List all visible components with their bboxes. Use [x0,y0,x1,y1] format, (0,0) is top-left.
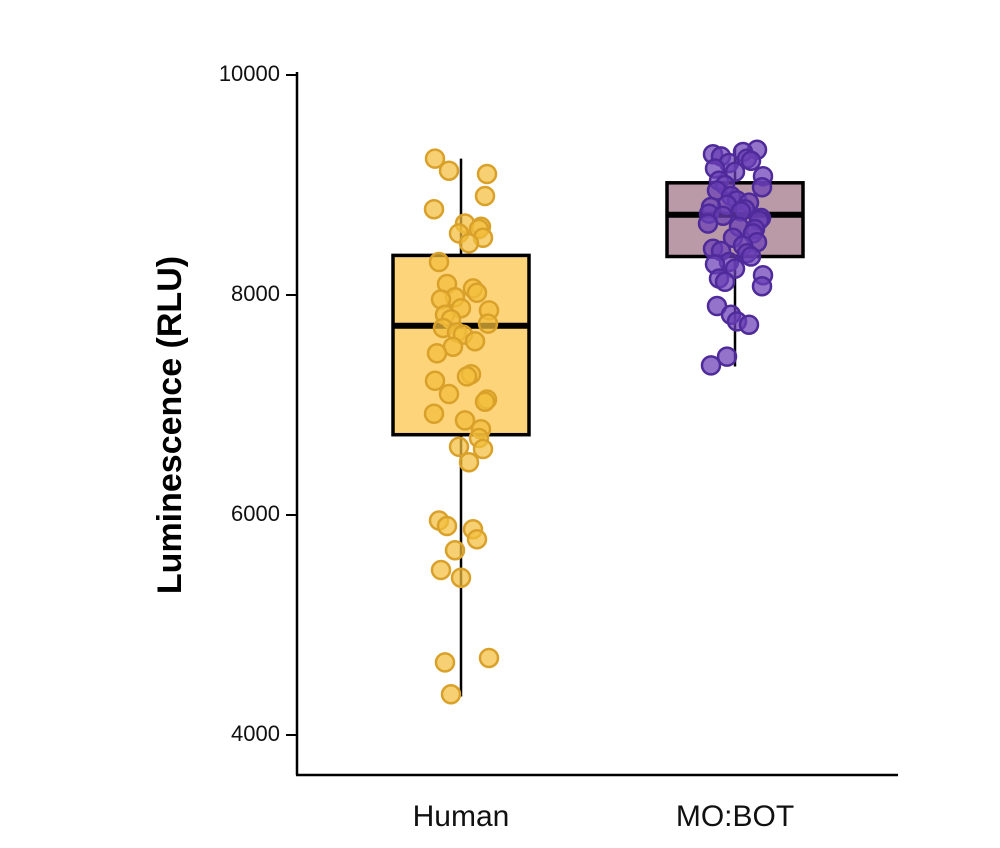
point-mo-bot [740,246,762,267]
y-tick-label-10000: 10000 [219,61,280,86]
point-human [464,330,486,352]
point-human [466,528,488,550]
point-human [438,383,460,405]
point-human [448,436,470,458]
point-human [440,684,462,705]
point-mo-bot [700,355,722,376]
point-human [450,567,472,588]
point-mo-bot [724,161,746,183]
point-mo-bot [740,150,762,172]
point-human [423,198,445,220]
y-tick-label-8000: 8000 [231,281,280,306]
point-human [424,148,446,169]
point-human [474,185,496,207]
series-mo-bot [665,139,805,376]
point-human [428,251,450,273]
point-human [430,559,452,581]
point-human [438,160,460,181]
point-human [476,163,498,185]
y-axis: 4000 6000 8000 10000 Luminescence (RLU) [151,61,299,775]
point-human [444,539,466,561]
y-tick-label-4000: 4000 [231,721,280,746]
point-human [426,343,448,364]
y-ticks: 4000 6000 8000 10000 [219,61,297,746]
point-human [424,370,446,392]
point-human [474,391,496,412]
point-human [458,233,480,254]
point-human [466,282,488,304]
plot-area [391,139,805,705]
point-human [458,451,480,473]
point-mo-bot [714,271,736,293]
point-mo-bot [697,213,719,234]
x-tick-label-mobot: MO:BOT [676,800,794,833]
point-human [456,366,478,387]
point-mo-bot [751,275,773,297]
point-mo-bot [724,258,746,279]
point-mo-bot [751,176,773,198]
series-human [391,148,531,705]
point-human [477,313,499,334]
y-tick-label-6000: 6000 [231,501,280,526]
point-mo-bot [716,346,738,367]
point-mo-bot [738,314,760,335]
point-human [478,647,500,669]
point-human [423,403,445,425]
point-human [436,515,458,537]
point-human [434,652,456,673]
point-human [472,438,494,460]
point-human [454,410,476,431]
y-axis-title: Luminescence (RLU) [151,256,189,594]
x-axis: Human MO:BOT [296,773,898,833]
x-tick-label-human: Human [413,800,510,833]
